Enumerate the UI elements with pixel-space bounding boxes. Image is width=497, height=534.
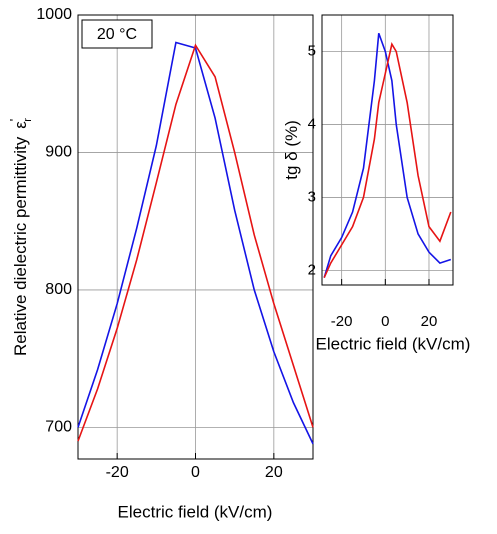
y-axis-title-text: Relative dielectric permittivity	[11, 136, 30, 356]
y-tick-label: 4	[308, 115, 316, 132]
x-tick-label: -20	[331, 313, 353, 330]
data-line	[77, 41, 314, 445]
data-line	[323, 32, 452, 278]
data-line	[77, 43, 314, 442]
data-line	[323, 42, 452, 279]
y-tick-label: 2	[308, 261, 316, 278]
y-axis-title: tg δ (%)	[282, 120, 301, 180]
x-tick-label: 20	[265, 464, 283, 481]
y-axis-title-text: tg δ (%)	[282, 120, 301, 180]
y-axis-symbol-sub: r	[22, 118, 34, 122]
annotation-box	[81, 19, 153, 49]
y-tick-label: 800	[45, 281, 72, 298]
x-axis-title: Electric field (kV/cm)	[316, 334, 471, 353]
y-tick-label: 3	[308, 188, 316, 205]
plot-frame	[321, 14, 454, 286]
y-tick-label: 700	[45, 419, 72, 436]
x-axis-title: Electric field (kV/cm)	[118, 502, 273, 521]
y-tick-label: 5	[308, 42, 316, 59]
x-tick-label: -20	[106, 464, 129, 481]
plot-frame	[77, 14, 314, 460]
y-axis-symbol: ε	[11, 121, 30, 129]
x-tick-label: 20	[421, 313, 438, 330]
y-axis-symbol-sup: '	[7, 119, 22, 121]
y-tick-label: 1000	[36, 6, 72, 23]
x-tick-label: 0	[191, 464, 200, 481]
x-tick-label: 0	[381, 313, 389, 330]
y-axis-title: Relative dielectric permittivity ε'r	[7, 118, 33, 356]
y-tick-label: 900	[45, 144, 72, 161]
annotation: 20 °C	[97, 26, 137, 43]
